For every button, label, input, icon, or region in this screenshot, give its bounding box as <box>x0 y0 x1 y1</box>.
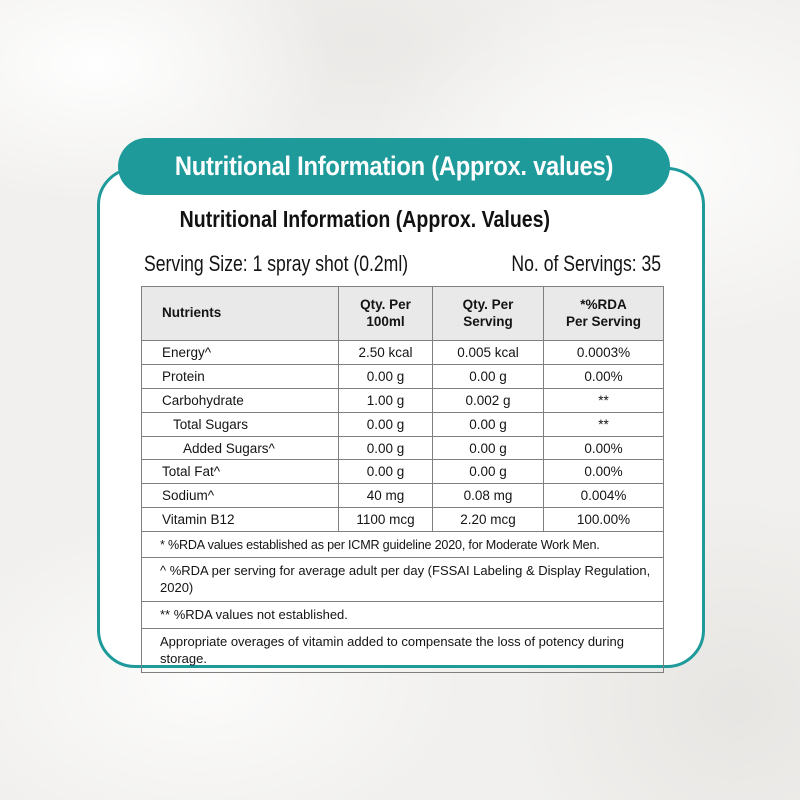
col-header-rda-per-serving: *%RDA Per Serving <box>543 286 664 341</box>
nutrient-name: Carbohydrate <box>141 387 339 413</box>
rda-per-serving: 0.004% <box>543 483 664 509</box>
footnote-text: * %RDA values established as per ICMR gu… <box>141 531 664 559</box>
table-row-total-fat: Total Fat^ 0.00 g 0.00 g 0.00% <box>141 459 664 485</box>
qty-per-serving: 0.00 g <box>432 435 544 461</box>
nutrition-card: Nutritional Information (Approx. Values)… <box>97 167 705 673</box>
table-row-added-sugars: Added Sugars^ 0.00 g 0.00 g 0.00% <box>141 435 664 461</box>
footnote-overages: Appropriate overages of vitamin added to… <box>141 628 664 673</box>
qty-per-serving: 0.00 g <box>432 363 544 389</box>
nutrient-name: Vitamin B12 <box>141 507 339 533</box>
table-row-carbohydrate: Carbohydrate 1.00 g 0.002 g ** <box>141 387 664 413</box>
table-row-total-sugars: Total Sugars 0.00 g 0.00 g ** <box>141 411 664 437</box>
rda-per-serving: 0.00% <box>543 363 664 389</box>
serving-size-label: Serving Size: 1 spray shot (0.2ml) <box>144 251 409 276</box>
table-row-energy: Energy^ 2.50 kcal 0.005 kcal 0.0003% <box>141 340 664 365</box>
rda-per-serving: 0.00% <box>543 435 664 461</box>
qty-per-100ml: 2.50 kcal <box>338 340 433 365</box>
rda-per-serving: ** <box>543 411 664 437</box>
nutrient-name: Energy^ <box>141 340 339 365</box>
col-header-nutrients: Nutrients <box>141 286 339 341</box>
qty-per-serving: 0.005 kcal <box>432 340 544 365</box>
footnote-text: ** %RDA values not established. <box>141 601 664 630</box>
table-row-vitamin-b12: Vitamin B12 1100 mcg 2.20 mcg 100.00% <box>141 507 664 533</box>
qty-per-serving: 0.00 g <box>432 411 544 437</box>
footnote-rda-icmr: * %RDA values established as per ICMR gu… <box>141 531 664 559</box>
banner: Nutritional Information (Approx. values) <box>118 138 670 195</box>
footnote-rda-not-established: ** %RDA values not established. <box>141 601 664 630</box>
rda-per-serving: ** <box>543 387 664 413</box>
col-header-qty-per-serving: Qty. Per Serving <box>432 286 544 341</box>
nutrient-name: Total Sugars <box>141 411 339 437</box>
col-header-qty-per-100ml: Qty. Per 100ml <box>338 286 433 341</box>
qty-per-serving: 0.08 mg <box>432 483 544 509</box>
nutrient-name: Protein <box>141 363 339 389</box>
footnote-rda-fssai: ^ %RDA per serving for average adult per… <box>141 557 664 603</box>
qty-per-100ml: 0.00 g <box>338 459 433 485</box>
qty-per-serving: 2.20 mcg <box>432 507 544 533</box>
banner-title: Nutritional Information (Approx. values) <box>174 151 614 181</box>
qty-per-100ml: 40 mg <box>338 483 433 509</box>
card-title-text: Nutritional Information (Approx. Values) <box>179 206 551 232</box>
nutrition-table: Nutrients Qty. Per 100ml Qty. Per Servin… <box>141 286 664 673</box>
footnote-text: ^ %RDA per serving for average adult per… <box>141 557 664 603</box>
nutrient-name: Total Fat^ <box>141 459 339 485</box>
qty-per-100ml: 1100 mcg <box>338 507 433 533</box>
card-title: Nutritional Information (Approx. Values) <box>100 206 630 233</box>
table-row-sodium: Sodium^ 40 mg 0.08 mg 0.004% <box>141 483 664 509</box>
qty-per-100ml: 1.00 g <box>338 387 433 413</box>
qty-per-100ml: 0.00 g <box>338 435 433 461</box>
servings-count-label: No. of Servings: 35 <box>511 251 662 276</box>
footnote-text: Appropriate overages of vitamin added to… <box>141 628 664 673</box>
qty-per-serving: 0.002 g <box>432 387 544 413</box>
rda-per-serving: 0.00% <box>543 459 664 485</box>
nutrient-name: Sodium^ <box>141 483 339 509</box>
qty-per-serving: 0.00 g <box>432 459 544 485</box>
table-row-protein: Protein 0.00 g 0.00 g 0.00% <box>141 363 664 389</box>
qty-per-100ml: 0.00 g <box>338 363 433 389</box>
nutrient-name: Added Sugars^ <box>141 435 339 461</box>
serving-row: Serving Size: 1 spray shot (0.2ml) No. o… <box>144 251 661 277</box>
rda-per-serving: 0.0003% <box>543 340 664 365</box>
table-header-row: Nutrients Qty. Per 100ml Qty. Per Servin… <box>141 286 664 341</box>
qty-per-100ml: 0.00 g <box>338 411 433 437</box>
rda-per-serving: 100.00% <box>543 507 664 533</box>
